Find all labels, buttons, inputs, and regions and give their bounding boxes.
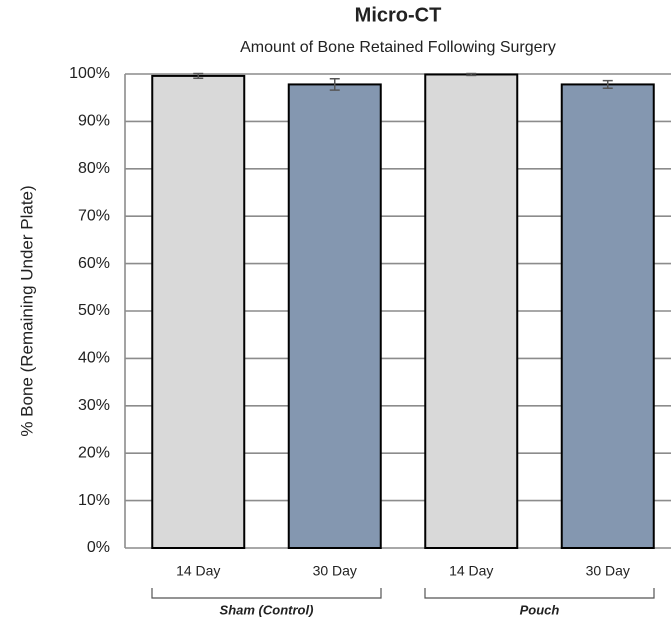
bar	[560, 83, 655, 549]
group-label: Pouch	[520, 602, 560, 617]
y-tick-label: 0%	[87, 539, 110, 556]
y-tick-label: 60%	[78, 255, 110, 272]
group-bracket	[424, 588, 655, 599]
x-tick-label: 14 Day	[449, 563, 493, 579]
chart-subtitle: Amount of Bone Retained Following Surger…	[240, 39, 556, 56]
y-tick-label: 70%	[78, 207, 110, 224]
y-axis-label: % Bone (Remaining Under Plate)	[17, 185, 36, 436]
bar	[424, 73, 519, 549]
chart-title: Micro-CT	[355, 4, 442, 26]
y-tick-label: 20%	[78, 444, 110, 461]
bar	[151, 74, 246, 550]
group-bracket	[151, 588, 382, 599]
group-label: Sham (Control)	[220, 602, 314, 617]
y-tick-label: 100%	[69, 65, 110, 82]
y-tick-label: 50%	[78, 302, 110, 319]
y-tick-label: 90%	[78, 113, 110, 130]
x-tick-label: 30 Day	[586, 563, 630, 579]
y-tick-label: 80%	[78, 160, 110, 177]
x-tick-label: 14 Day	[176, 563, 220, 579]
x-tick-label: 30 Day	[313, 563, 357, 579]
y-tick-label: 30%	[78, 397, 110, 414]
y-tick-label: 40%	[78, 350, 110, 367]
bar	[287, 83, 382, 549]
y-tick-label: 10%	[78, 492, 110, 509]
